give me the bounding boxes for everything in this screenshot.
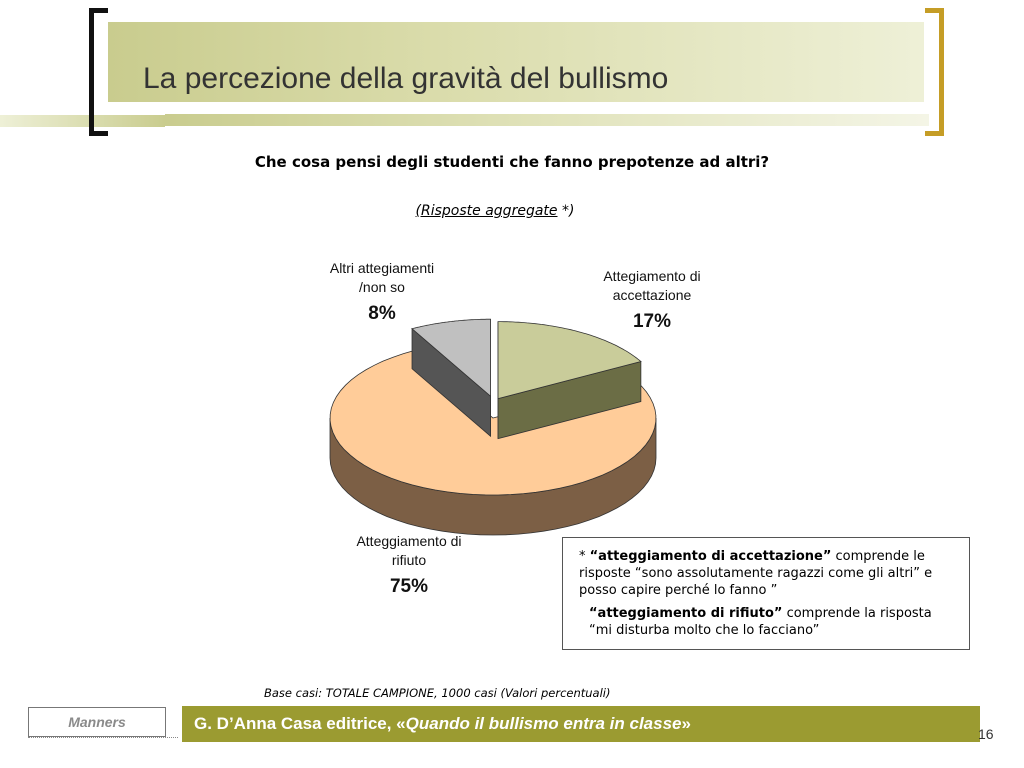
note-rejection-term: “atteggiamento di rifiuto” (589, 606, 783, 621)
pie-value-atteggiamento-di-rifiuto: 75% (390, 576, 428, 597)
manners-logo: Manners (28, 707, 166, 737)
title-rule (165, 114, 929, 126)
credit-suffix: » (681, 714, 691, 733)
note-acceptance-text: comprende le risposte “sono assolutament… (579, 549, 933, 598)
pie-label-altri-attegiamenti-non-so-line2: /non so (359, 279, 405, 295)
left-accent-bar (0, 115, 165, 127)
pie-value-altri-attegiamenti-non-so: 8% (368, 303, 396, 324)
note-asterisk: * (579, 549, 590, 564)
pie-label-attegiamento-di-accettazione: Attegiamento di (603, 268, 700, 284)
pie-slice-attegiamento-di-accettazione (497, 321, 642, 440)
pie-label-atteggiamento-di-rifiuto: Atteggiamento di (356, 533, 461, 549)
note-rejection-text: comprende la risposta “mi disturba molto… (589, 606, 932, 638)
subtitle-underlined: (Risposte aggregate (415, 203, 558, 219)
pie-label-atteggiamento-di-rifiuto-line2: rifiuto (392, 552, 426, 568)
credit-book-title: Quando il bullismo entra in classe (405, 714, 682, 733)
pie-label-altri-attegiamenti-non-so: Altri attegiamenti (330, 260, 434, 276)
pie-slice-atteggiamento-di-rifiuto (329, 350, 657, 536)
pie-label-attegiamento-di-accettazione-line2: accettazione (613, 287, 692, 303)
pie-slice-altri-attegiamenti-non-so (411, 318, 491, 438)
note-rejection: “atteggiamento di rifiuto” comprende la … (579, 605, 957, 639)
footer-divider (28, 737, 178, 738)
right-bracket (925, 8, 944, 136)
base-note: Base casi: TOTALE CAMPIONE, 1000 casi (V… (264, 686, 611, 700)
title-band (108, 22, 924, 102)
note-acceptance-term: “atteggiamento di accettazione” (589, 549, 832, 564)
footer-credit: G. D’Anna Casa editrice, «Quando il bull… (182, 706, 980, 742)
pie-value-attegiamento-di-accettazione: 17% (633, 311, 671, 332)
pie-top-attegiamento-di-accettazione (497, 321, 642, 400)
pie-top-altri-attegiamenti-non-so (411, 318, 491, 398)
survey-question: Che cosa pensi degli studenti che fanno … (254, 153, 770, 171)
chart-subtitle: (Risposte aggregate *) (0, 203, 990, 219)
pie-top-atteggiamento-di-rifiuto (329, 350, 657, 496)
left-bracket (89, 8, 108, 136)
note-acceptance: * “atteggiamento di accettazione” compre… (579, 548, 957, 599)
page-number: 16 (978, 726, 994, 742)
slide-title: La percezione della gravità del bullismo (143, 62, 669, 95)
subtitle-rest: *) (557, 203, 575, 219)
definitions-note: * “atteggiamento di accettazione” compre… (562, 537, 970, 650)
credit-prefix: G. D’Anna Casa editrice, « (194, 714, 406, 733)
